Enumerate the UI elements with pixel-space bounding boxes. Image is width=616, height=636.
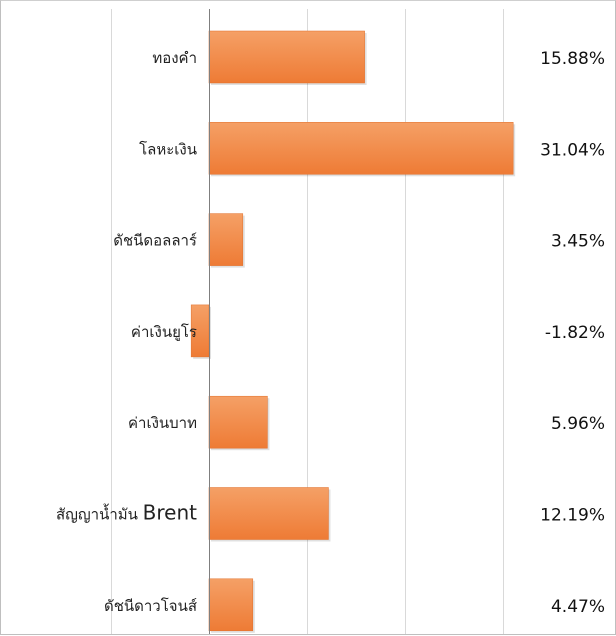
bar <box>208 213 244 266</box>
bar <box>208 30 365 84</box>
category-label: ดัชนีดอลลาร์ <box>113 232 197 250</box>
value-label: 3.45% <box>551 232 605 252</box>
category-label: ค่าเงินยูโร <box>131 323 197 341</box>
bars <box>190 30 516 633</box>
category-label: สัญญาน้ำมัน Brent <box>56 501 197 525</box>
category-label: โลหะเงิน <box>139 140 197 158</box>
value-label: 4.47% <box>551 597 605 617</box>
category-label: ทองคำ <box>152 49 197 67</box>
bar <box>208 487 329 540</box>
value-label: 15.88% <box>540 49 605 69</box>
value-label: 5.96% <box>551 414 605 434</box>
category-label: ดัชนีดาวโจนส์ <box>104 597 197 615</box>
bar <box>208 578 254 632</box>
value-labels: 15.88% 31.04% 3.45% -1.82% 5.96% 12.19% 4.47% <box>540 49 605 617</box>
value-label: -1.82% <box>545 323 605 343</box>
bar <box>208 122 514 175</box>
category-labels: ทองคำโลหะเงินดัชนีดอลลาร์ค่าเงินยูโรค่าเ… <box>56 49 197 615</box>
value-label: 12.19% <box>540 506 605 526</box>
bar <box>208 395 268 449</box>
value-label: 31.04% <box>540 140 605 160</box>
category-label: ค่าเงินบาท <box>128 414 197 432</box>
